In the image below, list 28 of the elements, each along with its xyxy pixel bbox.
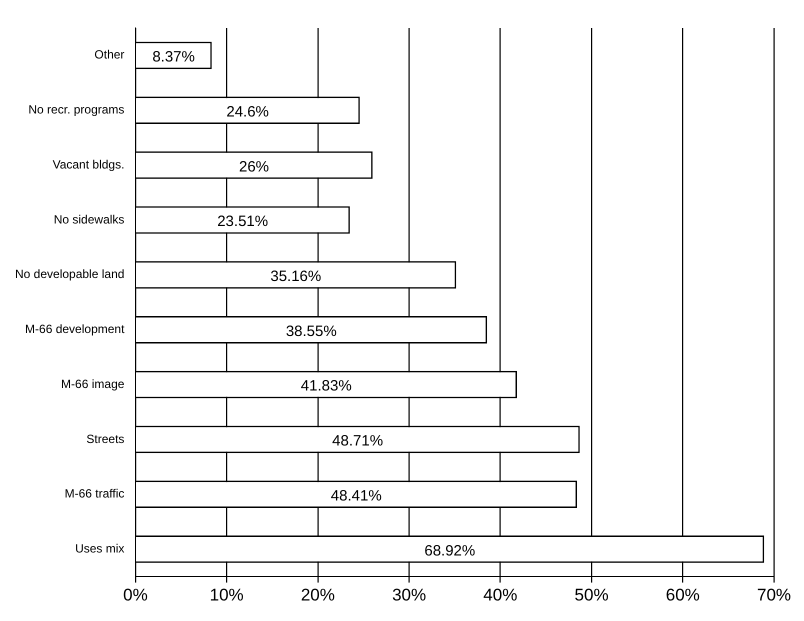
data-label: 38.55% xyxy=(286,322,337,340)
data-label: 48.71% xyxy=(332,432,384,450)
x-tick-label: 20% xyxy=(300,585,335,604)
data-label: 68.92% xyxy=(424,542,476,560)
data-label: 23.51% xyxy=(217,213,268,230)
x-tick-label: 70% xyxy=(756,585,792,604)
x-tick-label: 10% xyxy=(210,585,244,604)
x-tick-label: 60% xyxy=(666,585,700,604)
y-tick-label: Other xyxy=(94,48,124,62)
data-label: 41.83% xyxy=(300,378,352,395)
data-label: 8.37% xyxy=(152,48,195,66)
y-tick-label: No sidewalks xyxy=(54,212,124,226)
x-tick-label: 50% xyxy=(574,585,609,604)
y-tick-label: No developable land xyxy=(14,267,124,282)
x-tick-label: 30% xyxy=(392,585,426,604)
x-tick-label: 0% xyxy=(123,585,148,604)
data-label: 26% xyxy=(238,158,270,176)
y-tick-label: Vacant bldgs. xyxy=(52,157,124,172)
data-label: 35.16% xyxy=(270,268,322,286)
y-tick-label: M-66 traffic xyxy=(64,486,124,501)
y-tick-label: No recr. programs xyxy=(28,102,124,117)
y-tick-label: M-66 image xyxy=(61,376,125,391)
data-label: 48.41% xyxy=(330,487,382,504)
y-tick-label: Uses mix xyxy=(75,541,124,556)
x-tick-label: 40% xyxy=(483,585,518,604)
data-label: 24.6% xyxy=(226,103,269,120)
y-tick-label: Streets xyxy=(86,432,124,446)
y-tick-label: M-66 development xyxy=(25,322,126,336)
